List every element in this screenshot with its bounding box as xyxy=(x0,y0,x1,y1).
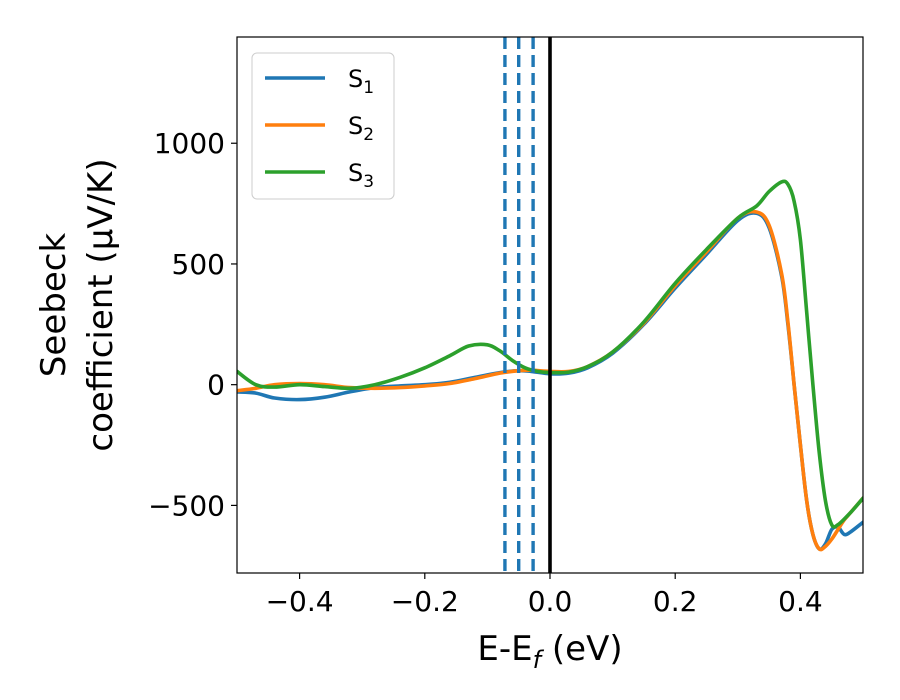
x-tick-label: −0.2 xyxy=(391,585,459,618)
series-line-s3 xyxy=(237,179,863,529)
y-axis-label-line1: Seebeck xyxy=(34,233,74,378)
y-tick-label: −500 xyxy=(148,489,225,522)
x-tick-label: 0.4 xyxy=(778,585,823,618)
legend-label-s1: S1 xyxy=(348,65,374,98)
x-tick-label: 0.2 xyxy=(653,585,698,618)
x-tick-label: 0.0 xyxy=(528,585,573,618)
legend-label-s3: S3 xyxy=(348,159,374,192)
axis-ticks: −0.4 −0.2 0.0 0.2 0.4 −500 0 500 1000 xyxy=(148,127,823,618)
series-lines xyxy=(237,179,863,552)
y-axis-label-line2: coefficient (μV/K) xyxy=(81,158,121,451)
legend-label-s2: S2 xyxy=(348,112,374,145)
y-tick-label: 1000 xyxy=(154,127,225,160)
legend: S1 S2 S3 xyxy=(251,52,395,200)
reference-lines xyxy=(503,37,552,573)
x-tick-label: −0.4 xyxy=(266,585,334,618)
y-tick-label: 0 xyxy=(207,369,225,402)
y-tick-label: 500 xyxy=(172,248,225,281)
x-axis-label: E-Ef (eV) xyxy=(477,629,622,674)
